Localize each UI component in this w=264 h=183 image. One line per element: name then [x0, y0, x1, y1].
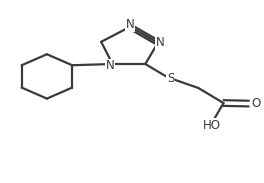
- Text: N: N: [126, 18, 135, 31]
- Text: O: O: [251, 97, 261, 110]
- Text: S: S: [167, 72, 174, 85]
- Text: N: N: [106, 59, 114, 72]
- Text: HO: HO: [203, 119, 221, 132]
- Text: N: N: [156, 36, 165, 49]
